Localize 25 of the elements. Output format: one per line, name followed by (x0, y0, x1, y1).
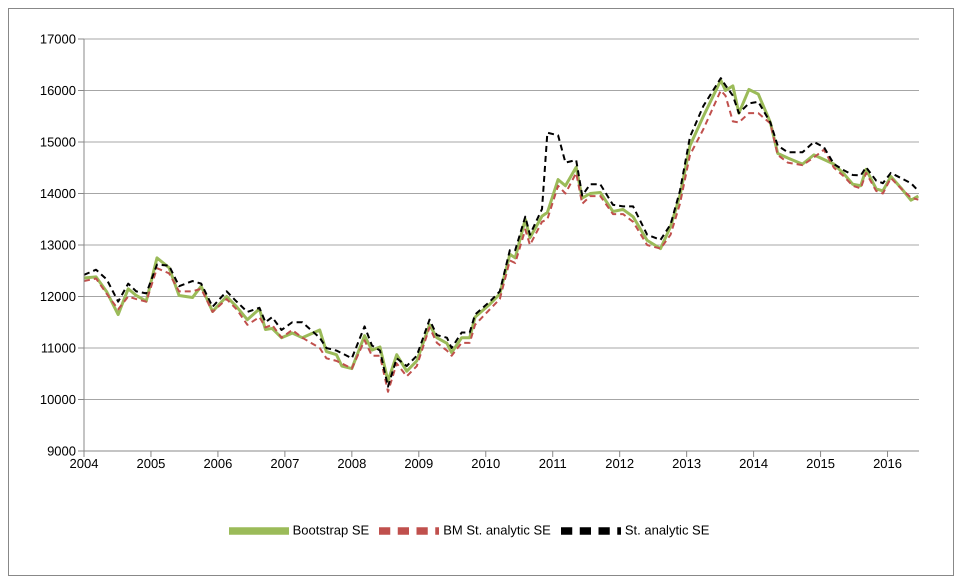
y-tick-label: 13000 (40, 238, 76, 253)
legend-label: BM St. analytic SE (443, 522, 551, 538)
x-tick-label: 2004 (70, 456, 98, 472)
x-tick-label: 2005 (136, 456, 166, 472)
x-tick-label: 2012 (605, 456, 634, 472)
y-tick-label: 17000 (40, 32, 76, 47)
x-tick-label: 2010 (471, 456, 500, 472)
x-tick-label: 2011 (538, 456, 567, 472)
x-tick-label: 2015 (806, 456, 836, 472)
y-tick-label: 16000 (40, 83, 76, 98)
x-tick-label: 2014 (739, 456, 768, 472)
y-tick-label: 11000 (40, 340, 76, 356)
x-tick-label: 2016 (873, 456, 902, 472)
y-tick-label: 15000 (40, 134, 76, 150)
x-tick-label: 2006 (203, 456, 232, 472)
x-tick-label: 2007 (270, 456, 300, 472)
y-tick-label: 10000 (40, 392, 76, 408)
legend-label: Bootstrap SE (292, 522, 370, 538)
y-tick-label: 9000 (47, 444, 76, 459)
x-tick-label: 2008 (337, 456, 366, 472)
y-tick-label: 12000 (40, 289, 76, 304)
x-tick-label: 2013 (672, 456, 702, 472)
x-tick-label: 2009 (404, 456, 434, 472)
legend-label: St. analytic SE (624, 522, 710, 538)
y-tick-label: 14000 (40, 186, 76, 202)
